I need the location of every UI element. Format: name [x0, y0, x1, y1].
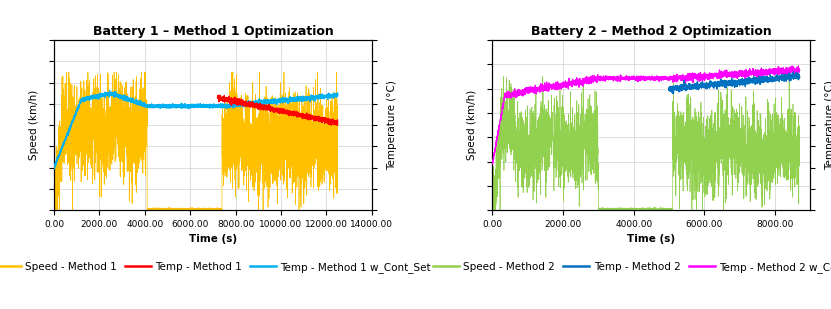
X-axis label: Time (s): Time (s) [189, 235, 237, 244]
Title: Battery 1 – Method 1 Optimization: Battery 1 – Method 1 Optimization [92, 25, 333, 38]
X-axis label: Time (s): Time (s) [627, 235, 676, 244]
Legend: Speed - Method 2, Temp - Method 2, Temp - Method 2 w_Cont_Set: Speed - Method 2, Temp - Method 2, Temp … [429, 258, 831, 277]
Y-axis label: Speed (km/h): Speed (km/h) [29, 90, 39, 160]
Y-axis label: Temperature (°C): Temperature (°C) [825, 80, 831, 170]
Y-axis label: Speed (km/h): Speed (km/h) [467, 90, 477, 160]
Title: Battery 2 – Method 2 Optimization: Battery 2 – Method 2 Optimization [531, 25, 772, 38]
Legend: Speed - Method 1, Temp - Method 1, Temp - Method 1 w_Cont_Set: Speed - Method 1, Temp - Method 1, Temp … [0, 258, 435, 277]
Y-axis label: Temperature (°C): Temperature (°C) [387, 80, 397, 170]
